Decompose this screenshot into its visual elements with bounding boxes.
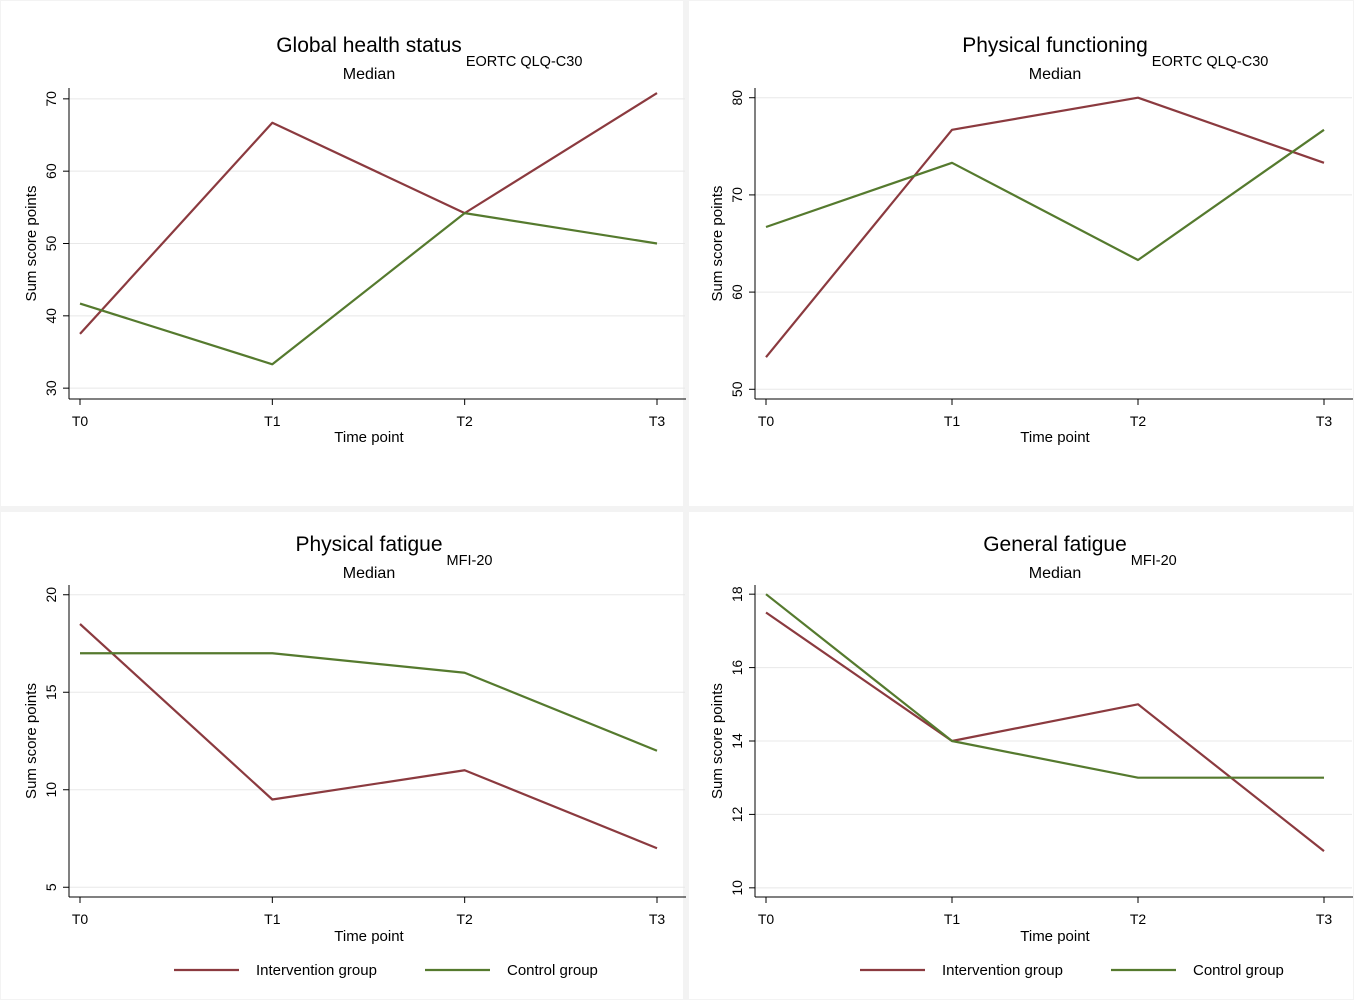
y-axis-label: Sum score points: [709, 186, 726, 302]
panel-background-1: [1, 1, 683, 506]
x-tick-label: T0: [72, 911, 89, 927]
y-tick-label: 20: [43, 587, 59, 603]
y-tick-label: 50: [729, 381, 745, 397]
y-tick-label: 30: [43, 380, 59, 396]
x-tick-label: T3: [649, 911, 666, 927]
series-line-control: [765, 128, 1325, 262]
y-tick-label: 80: [729, 90, 745, 106]
chart-subtitle: Median: [1029, 565, 1081, 582]
legend-label-control: Control group: [1193, 962, 1284, 979]
y-tick-label: 40: [43, 308, 59, 324]
chart-title: Global health statusEORTC QLQ-C30: [276, 34, 582, 70]
chart-panel-1: 30 40 50 60 70 T0 T1 T2 T3 Global health statusEO…: [23, 34, 686, 446]
series-line-control: [80, 652, 658, 752]
y-tick-label: 60: [43, 163, 59, 179]
x-tick-label: T2: [1130, 911, 1147, 927]
x-axis-label: Time point: [334, 429, 404, 446]
chart-subtitle: Median: [343, 565, 395, 582]
y-tick-label: 10: [729, 880, 745, 896]
series-line-intervention: [765, 96, 1325, 358]
y-tick-label: 16: [729, 660, 745, 676]
legend: Intervention group Control group: [174, 962, 598, 979]
y-tick-label: 50: [43, 236, 59, 252]
series-line-intervention: [79, 92, 658, 335]
y-axis-label: Sum score points: [23, 186, 40, 302]
series-line-control: [765, 593, 1324, 779]
y-tick-label: 14: [729, 733, 745, 749]
chart-title: Physical fatigueMFI-20: [295, 533, 492, 569]
chart-subtitle: Median: [343, 66, 395, 83]
y-axis-label: Sum score points: [709, 683, 726, 799]
y-axis-label: Sum score points: [23, 683, 40, 799]
x-tick-label: T3: [649, 413, 666, 429]
series-line-control: [79, 212, 658, 366]
legend-label-control: Control group: [507, 962, 598, 979]
chart-title: Physical functioningEORTC QLQ-C30: [962, 34, 1268, 70]
legend: Intervention group Control group: [860, 962, 1284, 979]
x-tick-label: T1: [264, 911, 281, 927]
legend-label-intervention: Intervention group: [256, 962, 377, 979]
y-tick-label: 60: [729, 284, 745, 300]
y-tick-label: 12: [729, 806, 745, 822]
x-axis-label: Time point: [1020, 429, 1090, 446]
chart-panel-4: 10 12 14 16 18 T0 T1 T2 T3 General fatigueMFI-20M…: [709, 533, 1353, 979]
x-tick-label: T1: [944, 413, 961, 429]
legend-label-intervention: Intervention group: [942, 962, 1063, 979]
x-tick-label: T2: [1130, 413, 1147, 429]
x-tick-label: T0: [758, 413, 775, 429]
chart-panel-2: 50 60 70 80 T0 T1 T2 T3 Physical functioningEORT…: [709, 34, 1353, 446]
chart-subtitle: Median: [1029, 66, 1081, 83]
y-tick-label: 5: [43, 883, 59, 891]
x-tick-label: T3: [1316, 413, 1333, 429]
chart-title: General fatigueMFI-20: [983, 533, 1177, 569]
chart-panel-3: 5 10 15 20 T0 T1 T2 T3 Physical fatigueMFI-20Med…: [23, 533, 686, 979]
x-tick-label: T2: [456, 413, 473, 429]
x-axis-label: Time point: [1020, 928, 1090, 945]
x-tick-label: T1: [944, 911, 961, 927]
y-tick-label: 70: [43, 91, 59, 107]
panel-background-3: [1, 512, 683, 999]
x-tick-label: T0: [72, 413, 89, 429]
x-tick-label: T0: [758, 911, 775, 927]
y-tick-label: 15: [43, 684, 59, 700]
x-tick-label: T3: [1316, 911, 1333, 927]
x-tick-label: T2: [456, 911, 473, 927]
series-line-intervention: [79, 623, 658, 850]
x-axis-label: Time point: [334, 928, 404, 945]
panel-background-2: [689, 1, 1353, 506]
y-tick-label: 70: [729, 187, 745, 203]
y-tick-label: 10: [43, 782, 59, 798]
x-tick-label: T1: [264, 413, 281, 429]
y-tick-label: 18: [729, 586, 745, 602]
